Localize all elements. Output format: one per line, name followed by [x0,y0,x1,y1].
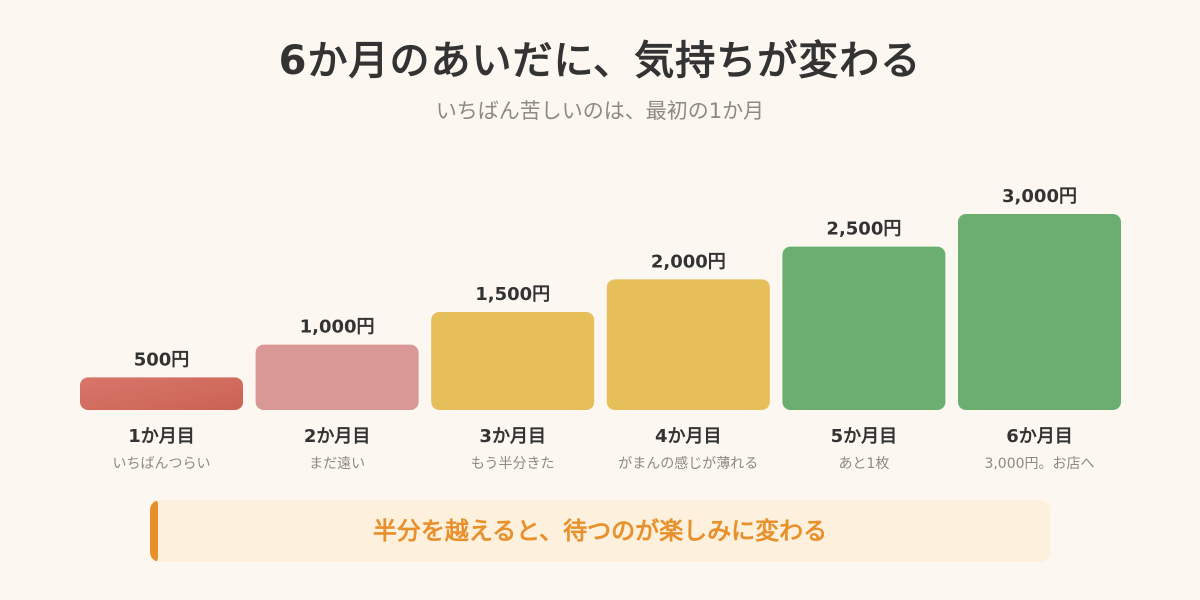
bar-5 [782,246,946,410]
bar-4 [606,279,770,410]
callout-accent-bar [150,500,158,562]
category-description: まだ遠い [309,456,365,472]
category-label: 4か月目 [655,426,722,447]
category-label: 3か月目 [479,426,546,447]
chart-subtitle: いちばん苦しいのは、最初の1か月 [435,99,765,123]
category-description: もう半分きた [471,456,555,472]
bar-value-label: 500円 [134,349,190,370]
category-description: いちばんつらい [113,456,211,472]
bar-1 [80,377,243,410]
category-label: 2か月目 [304,426,371,447]
callout-box: 半分を越えると、待つのが楽しみに変わる [150,500,1050,562]
category-description: 3,000円。お店へ [984,456,1094,472]
callout-text: 半分を越えると、待つのが楽しみに変わる [372,517,828,545]
bar-value-label: 1,000円 [300,317,375,338]
category-label: 6か月目 [1006,426,1073,447]
bar-3 [431,312,595,410]
bar-6 [958,214,1121,410]
bar-value-label: 2,000円 [651,251,726,272]
category-description: あと1枚 [838,456,889,472]
bar-value-label: 1,500円 [475,284,550,305]
bar-2 [255,344,419,410]
bar-value-label: 2,500円 [826,219,901,240]
category-label: 1か月目 [128,426,195,447]
category-label: 5か月目 [831,426,898,447]
chart-title: 6か月のあいだに、気持ちが変わる [278,38,922,84]
bar-value-label: 3,000円 [1002,186,1077,207]
category-description: がまんの感じが薄れる [618,455,758,472]
